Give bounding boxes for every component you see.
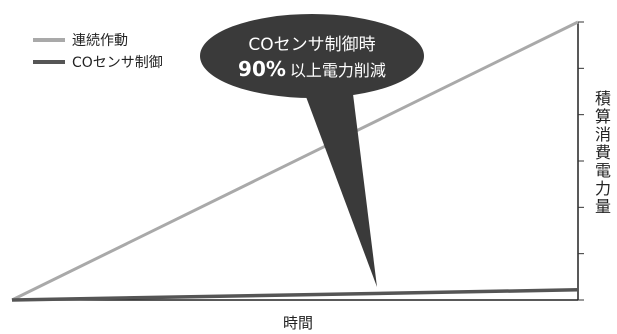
- y-axis-label-char: 算: [595, 107, 611, 126]
- callout-percent: 90%: [238, 57, 286, 81]
- callout-line1: COセンサ制御時: [248, 35, 375, 55]
- y-axis-label-char: 消: [595, 125, 611, 144]
- callout-bubble: [200, 14, 424, 98]
- y-axis-label-char: 積: [595, 89, 611, 108]
- legend-label-2: COセンサ制御: [72, 55, 163, 71]
- y-axis-label: 積算消費電力量: [595, 89, 611, 216]
- series-line-2: [11, 288, 579, 302]
- legend: 連続作動 COセンサ制御: [33, 32, 163, 71]
- axis-labels: 時間 積算消費電力量: [283, 89, 611, 332]
- series-line-1: [11, 20, 579, 302]
- x-axis-label: 時間: [283, 314, 313, 332]
- y-axis-label-char: 費: [595, 143, 611, 162]
- series-layer: [11, 20, 579, 302]
- legend-label-1: 連続作動: [72, 32, 128, 49]
- callout-line2: 90% 以上電力削減: [238, 57, 386, 81]
- y-axis-label-char: 電: [595, 161, 611, 180]
- callout-pointer: [302, 86, 377, 287]
- y-axis-label-char: 量: [595, 197, 611, 216]
- callout-suffix: 以上電力削減: [290, 61, 386, 80]
- y-axis-label-char: 力: [595, 179, 611, 198]
